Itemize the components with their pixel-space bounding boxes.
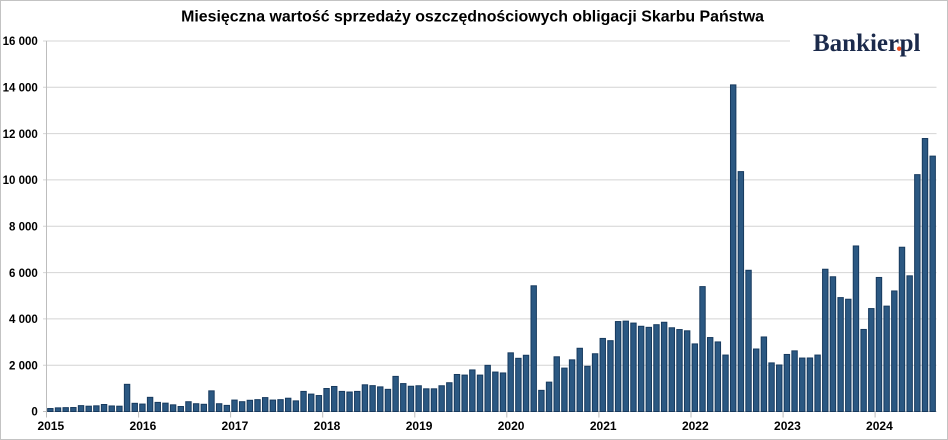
svg-text:Bankier: Bankier	[813, 30, 899, 57]
svg-text:10 000: 10 000	[3, 175, 38, 187]
svg-text:2020: 2020	[498, 419, 525, 433]
svg-text:2021: 2021	[590, 419, 617, 433]
svg-text:2 000: 2 000	[9, 360, 38, 372]
svg-text:2019: 2019	[406, 419, 433, 433]
svg-text:2015: 2015	[37, 419, 64, 433]
svg-text:14 000: 14 000	[3, 83, 38, 95]
svg-text:Miesięczna wartość sprzedaży o: Miesięczna wartość sprzedaży oszczędnośc…	[181, 9, 764, 26]
svg-text:2018: 2018	[314, 419, 341, 433]
svg-text:2017: 2017	[222, 419, 249, 433]
svg-text:8 000: 8 000	[9, 221, 38, 233]
svg-text:12 000: 12 000	[3, 129, 38, 141]
svg-text:2023: 2023	[774, 419, 801, 433]
svg-text:16 000: 16 000	[3, 36, 38, 48]
svg-text:6 000: 6 000	[9, 268, 38, 280]
svg-text:2016: 2016	[130, 419, 157, 433]
svg-text:2024: 2024	[866, 419, 893, 433]
svg-text:pl: pl	[900, 30, 921, 57]
svg-text:4 000: 4 000	[9, 314, 38, 326]
svg-text:2022: 2022	[682, 419, 709, 433]
svg-text:0: 0	[31, 407, 37, 419]
